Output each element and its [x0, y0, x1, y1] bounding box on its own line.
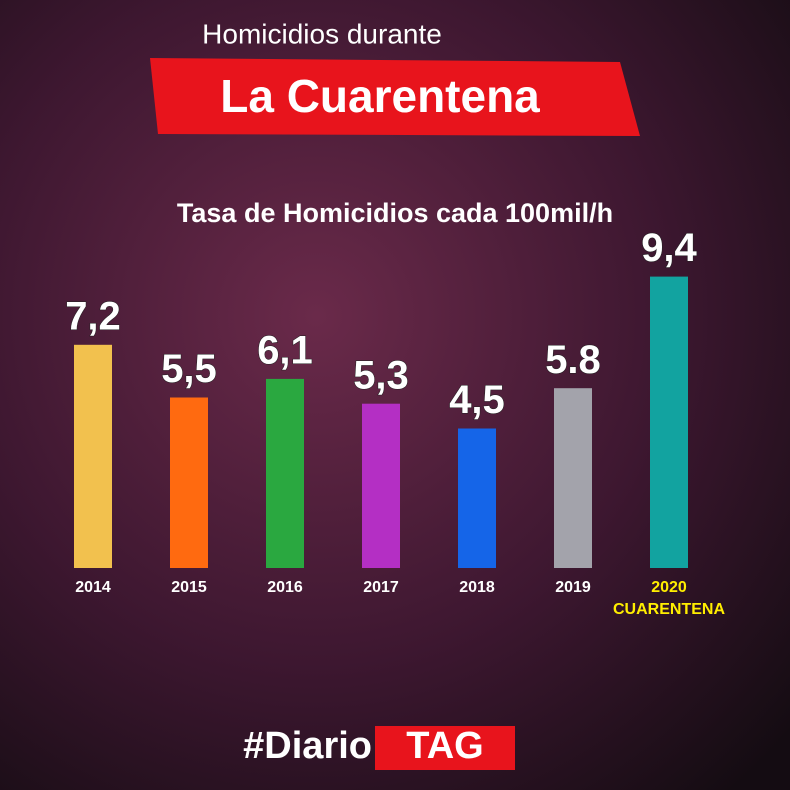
bar: [554, 388, 592, 568]
subtitle: La Cuarentena: [220, 70, 540, 122]
value-label: 5,3: [353, 353, 409, 397]
value-label: 7,2: [65, 294, 121, 338]
x-tick-label: 2014: [75, 579, 111, 596]
bar: [266, 378, 304, 568]
x-tick-label: 2016: [267, 579, 303, 596]
footer-tag-box: [375, 726, 515, 770]
x-tick-label: 2018: [459, 579, 495, 596]
value-label: 4,5: [449, 378, 505, 422]
bar: [362, 403, 400, 568]
x-tick-label: 2020: [651, 579, 687, 596]
annotation: CUARENTENA: [613, 601, 725, 618]
title: Homicidios durante: [202, 18, 442, 49]
x-tick-label: 2019: [555, 579, 591, 596]
title-banner: [150, 58, 640, 136]
value-label: 9,4: [641, 226, 697, 270]
x-tick-label: 2017: [363, 579, 399, 596]
value-label: 5,5: [161, 347, 217, 391]
chart-title: Tasa de Homicidios cada 100mil/h: [177, 198, 613, 228]
bar: [650, 276, 688, 568]
bar: [458, 428, 496, 568]
footer-tag: TAG: [406, 725, 483, 767]
bar: [74, 344, 112, 568]
footer-brand: #Diario: [243, 725, 372, 767]
value-label: 5.8: [545, 338, 601, 382]
value-label: 6,1: [257, 328, 313, 372]
bar: [170, 397, 208, 568]
x-tick-label: 2015: [171, 579, 207, 596]
